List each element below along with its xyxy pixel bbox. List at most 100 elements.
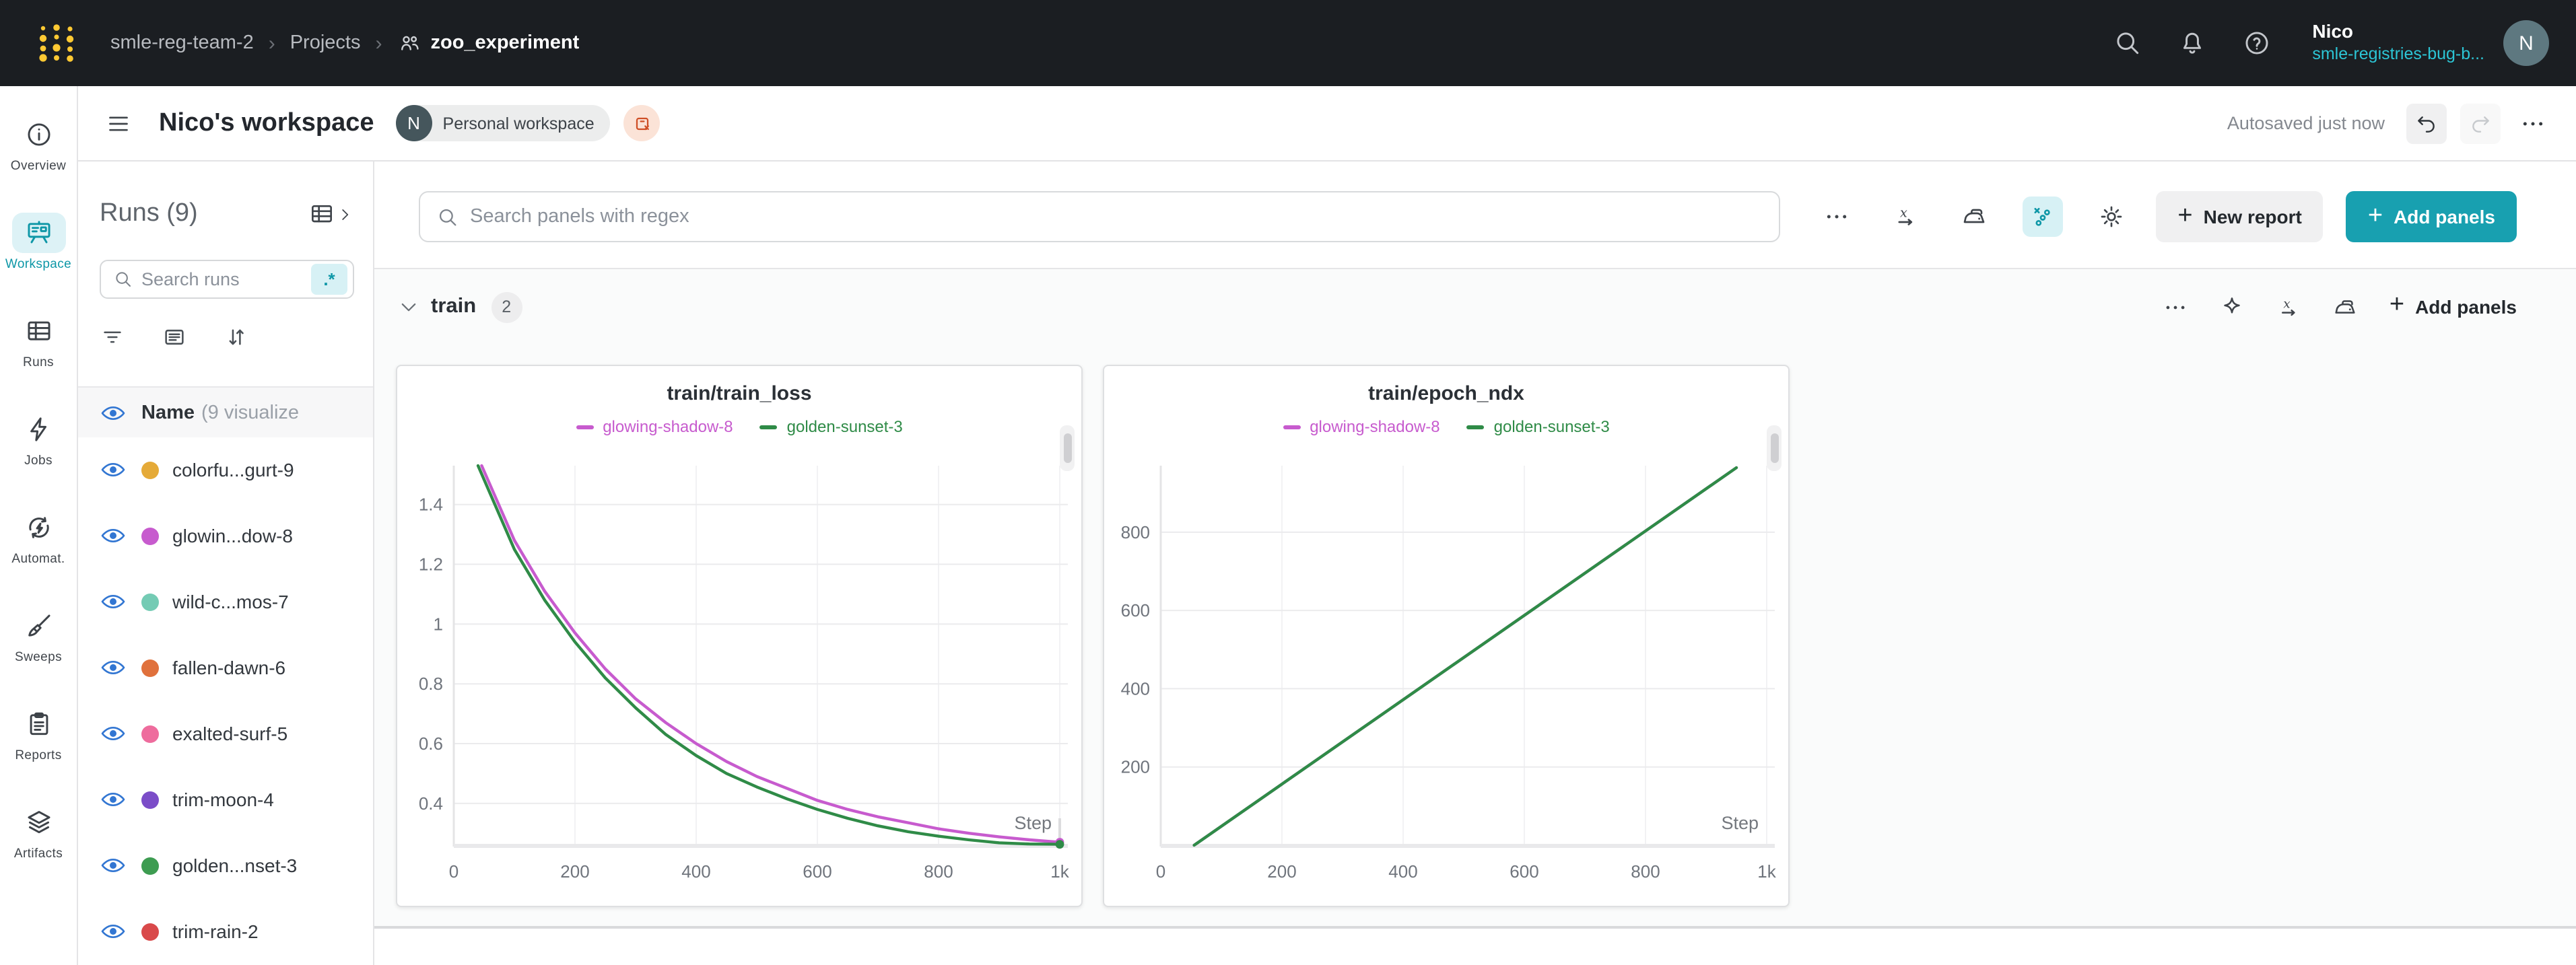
chevron-right-icon[interactable]: [337, 205, 354, 223]
breadcrumb-projects[interactable]: Projects: [290, 32, 361, 54]
new-report-button[interactable]: + New report: [2156, 191, 2324, 242]
section-add-panels-button[interactable]: + Add panels: [2389, 291, 2517, 319]
visibility-eye-icon[interactable]: [100, 399, 127, 426]
column-name-suffix: (9 visualize: [201, 402, 300, 424]
workspace-icon: [11, 213, 65, 253]
svg-text:Step: Step: [1014, 813, 1052, 833]
run-row[interactable]: glowin...dow-8: [78, 503, 373, 569]
run-name[interactable]: golden...nset-3: [172, 855, 298, 877]
run-row[interactable]: fallen-dawn-6: [78, 635, 373, 701]
workspace-more-button[interactable]: [2514, 104, 2552, 142]
outliers-button[interactable]: [2023, 196, 2064, 237]
run-name[interactable]: wild-c...mos-7: [172, 591, 289, 613]
runs-search-input[interactable]: [133, 269, 311, 290]
chevron-down-icon[interactable]: [397, 295, 420, 318]
sidebar-item-jobs[interactable]: Jobs: [2, 397, 75, 480]
sort-icon[interactable]: [224, 325, 249, 351]
more-dots-icon: [2519, 110, 2546, 137]
run-row[interactable]: colorfu...gurt-9: [78, 437, 373, 503]
runs-table-icon[interactable]: [308, 201, 335, 227]
help-icon[interactable]: [2242, 28, 2272, 58]
run-row[interactable]: golden...nset-3: [78, 832, 373, 899]
smoothing-button[interactable]: [1954, 196, 1994, 237]
avatar[interactable]: N: [2503, 20, 2549, 66]
run-row[interactable]: exalted-surf-5: [78, 701, 373, 767]
panel-scroll-handle[interactable]: [1063, 433, 1071, 463]
svg-text:800: 800: [924, 861, 953, 882]
sidebar-item-runs[interactable]: Runs: [2, 299, 75, 382]
column-name-label: Name: [141, 402, 195, 424]
more-dots-icon[interactable]: [2163, 294, 2189, 320]
bell-icon[interactable]: [2177, 28, 2207, 58]
visibility-eye-icon[interactable]: [100, 457, 127, 484]
sidebar-item-sweeps[interactable]: Sweeps: [2, 594, 75, 677]
legend-run-name: glowing-shadow-8: [603, 417, 733, 436]
chart-panel-train-train-loss[interactable]: train/train_loss glowing-shadow-8 golden-s…: [396, 365, 1083, 907]
add-panels-button[interactable]: + Add panels: [2346, 191, 2517, 242]
x-axis-icon[interactable]: x: [2276, 294, 2302, 320]
search-icon: [436, 205, 459, 228]
svg-text:1k: 1k: [1757, 861, 1776, 882]
run-name[interactable]: exalted-surf-5: [172, 723, 288, 745]
panel-scroll-handle[interactable]: [1770, 433, 1778, 463]
smoothing-iron-icon[interactable]: [2333, 294, 2359, 320]
run-row[interactable]: trim-rain-2: [78, 898, 373, 965]
sidebar-item-artifacts[interactable]: Artifacts: [2, 790, 75, 873]
visibility-eye-icon[interactable]: [100, 523, 127, 550]
run-name[interactable]: trim-moon-4: [172, 789, 274, 811]
filter-icon[interactable]: [100, 325, 125, 351]
user-org-link[interactable]: smle-registries-bug-b...: [2312, 44, 2484, 63]
chart-panel-train-epoch-ndx[interactable]: train/epoch_ndx glowing-shadow-8 golden-su…: [1103, 365, 1790, 907]
sidebar-item-label: Artifacts: [13, 847, 63, 861]
sparkle-icon[interactable]: [2220, 294, 2245, 320]
discard-workspace-icon[interactable]: [623, 105, 660, 141]
plus-icon: +: [2389, 291, 2405, 319]
run-row[interactable]: wild-c...mos-7: [78, 569, 373, 635]
train-section: train 2 x + Add panels: [374, 268, 2576, 929]
panel-scrollbar-track: [1060, 425, 1075, 471]
smoothing-iron-icon: [1961, 203, 1988, 230]
sidebar-item-automat[interactable]: Automat.: [2, 495, 75, 579]
visibility-eye-icon[interactable]: [100, 721, 127, 748]
run-name[interactable]: glowin...dow-8: [172, 525, 293, 547]
group-icon[interactable]: [162, 325, 187, 351]
visibility-eye-icon[interactable]: [100, 853, 127, 880]
breadcrumb-team[interactable]: smle-reg-team-2: [110, 32, 254, 54]
sidebar-item-reports[interactable]: Reports: [2, 692, 75, 775]
svg-text:0.8: 0.8: [419, 674, 443, 694]
sidebar-item-label: Workspace: [5, 257, 72, 272]
sidebar-item-workspace[interactable]: Workspace: [2, 201, 75, 284]
x-axis-button[interactable]: x: [1885, 196, 1926, 237]
chart-legend: glowing-shadow-8 golden-sunset-3: [397, 415, 1081, 439]
visibility-eye-icon[interactable]: [100, 655, 127, 682]
visibility-eye-icon[interactable]: [100, 787, 127, 814]
sidebar-item-overview[interactable]: Overview: [2, 102, 75, 186]
section-panel-count-badge: 2: [491, 291, 522, 322]
more-options-button[interactable]: [1817, 196, 1857, 237]
visibility-eye-icon[interactable]: [100, 589, 127, 616]
undo-button[interactable]: [2406, 103, 2447, 143]
run-name[interactable]: fallen-dawn-6: [172, 657, 286, 679]
hamburger-menu-icon[interactable]: [105, 110, 132, 137]
search-icon[interactable]: [2113, 28, 2142, 58]
run-name[interactable]: trim-rain-2: [172, 921, 259, 943]
run-name[interactable]: colorfu...gurt-9: [172, 459, 294, 481]
redo-button[interactable]: [2460, 103, 2501, 143]
panel-search-input[interactable]: [459, 206, 1763, 227]
breadcrumb-project[interactable]: zoo_experiment: [397, 31, 579, 55]
run-color-dot: [141, 725, 159, 743]
regex-toggle-button[interactable]: .*: [311, 264, 347, 295]
redo-icon: [2468, 111, 2493, 135]
run-row[interactable]: trim-moon-4: [78, 766, 373, 833]
user-info[interactable]: Nico smle-registries-bug-b...: [2312, 21, 2484, 65]
wandb-logo-icon[interactable]: [35, 22, 78, 65]
breadcrumb-separator: ›: [268, 32, 275, 55]
panel-remove-icon: [632, 112, 653, 134]
settings-button[interactable]: [2091, 196, 2132, 237]
document-icon: [11, 704, 65, 744]
main-panel-area: x + New report + Add panels: [374, 162, 2576, 965]
svg-text:0.6: 0.6: [419, 734, 443, 754]
workspace-owner-pill[interactable]: N Personal workspace: [395, 105, 611, 141]
visibility-eye-icon[interactable]: [100, 919, 127, 945]
section-name[interactable]: train: [431, 295, 477, 318]
